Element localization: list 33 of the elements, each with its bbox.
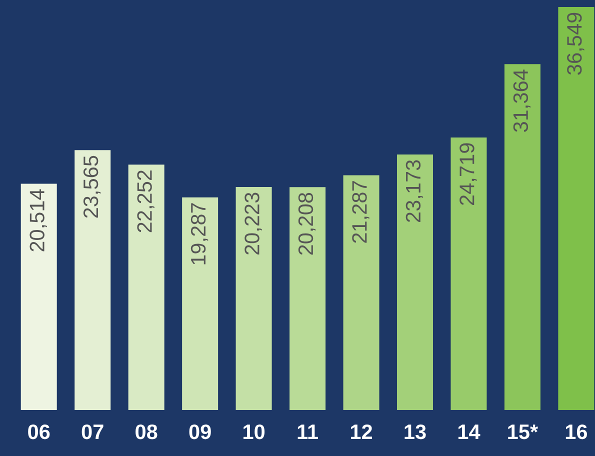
bar (343, 175, 380, 410)
x-tick-label: 06 (28, 424, 50, 440)
data-label: 20,223 (244, 192, 262, 255)
bar (558, 7, 594, 410)
x-tick-label: 07 (82, 424, 104, 440)
x-tick-label: 11 (298, 424, 318, 439)
x-tick-label: 16 (566, 424, 588, 440)
x-tick-label: 10 (244, 424, 265, 440)
x-tick-label: 13 (404, 424, 426, 440)
data-label: 19,287 (190, 203, 208, 264)
bar (236, 187, 272, 410)
bar (290, 187, 326, 410)
bar (450, 137, 487, 410)
bar (182, 197, 218, 410)
bar (20, 184, 57, 410)
data-label: 36,549 (567, 12, 584, 75)
x-tick-label: 15* (508, 424, 538, 440)
bar (128, 164, 164, 410)
x-tick-label: 14 (458, 424, 480, 439)
data-label: 23,565 (83, 156, 101, 218)
data-label: 20,208 (298, 192, 316, 255)
data-label: 31,364 (513, 70, 531, 132)
bar (74, 150, 111, 410)
data-label: 22,252 (137, 170, 154, 232)
data-label: 20,514 (30, 189, 47, 252)
data-label: 24,719 (460, 143, 477, 205)
x-tick-label: 12 (350, 424, 372, 439)
data-label: 23,173 (406, 160, 424, 222)
x-tick-label: 09 (189, 424, 211, 440)
x-tick-label: 08 (136, 424, 158, 440)
data-label: 21,287 (352, 181, 370, 243)
bar (396, 154, 433, 410)
bar (504, 64, 540, 410)
